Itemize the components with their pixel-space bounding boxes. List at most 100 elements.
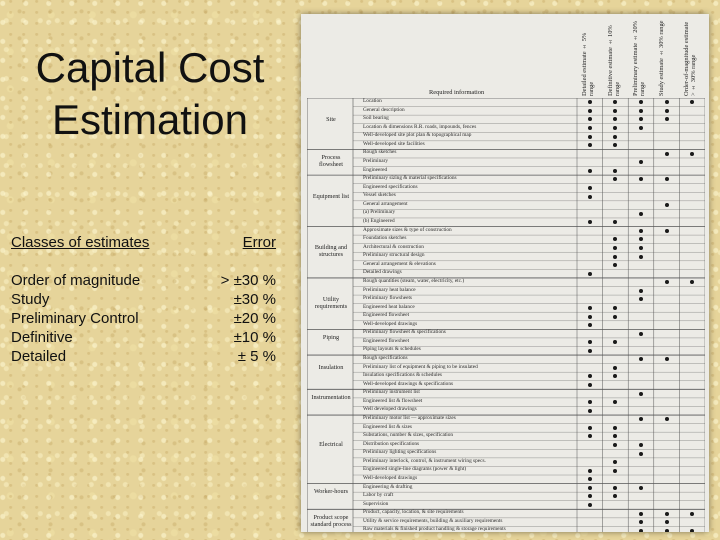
estimate-column-heading: Definitive estimate ± 10% range [606, 25, 621, 96]
required-dot [613, 125, 618, 130]
required-dot [613, 485, 618, 490]
category-label: Insulation [318, 364, 344, 372]
requirement-item: General description [363, 106, 405, 113]
required-dot [639, 443, 643, 448]
class-error: ±10 % [233, 329, 276, 346]
requirement-item: Location [363, 98, 382, 104]
classes-column: Classes of estimates Order of magnitude S… [11, 233, 149, 366]
requirement-item: Insulation specifications & schedules [363, 372, 442, 379]
required-dot [613, 177, 618, 182]
required-dot [664, 417, 669, 422]
slide-title: Capital Cost Estimation [35, 44, 265, 143]
required-dot [587, 185, 592, 190]
requirement-item: Preliminary flowsheets [363, 295, 412, 302]
error-list: > ±30 % ±30 % ±20 % ±10 % ± 5 % [200, 271, 276, 366]
required-dot [613, 340, 618, 345]
requirement-item: Engineering & drafting [363, 483, 413, 490]
category-label: Site [326, 115, 336, 123]
required-dot [639, 100, 643, 105]
required-dot [613, 168, 618, 173]
requirement-item: Well-developed site facilities [363, 140, 425, 147]
required-dot [613, 314, 618, 319]
required-dot [639, 485, 643, 490]
required-dot [664, 117, 669, 122]
requirement-item: Substations, number & sizes, specificati… [363, 432, 454, 439]
requirement-item: Well developed drawings [363, 406, 417, 413]
requirement-item: Preliminary lighting specifications [363, 449, 437, 456]
requirement-item: (a) Preliminary [363, 209, 396, 216]
required-dot [690, 151, 695, 156]
category-label: Equipment list [312, 192, 350, 200]
category-label: Process flowsheet [318, 154, 344, 169]
required-dot [664, 280, 669, 285]
required-dot [639, 528, 643, 532]
requirement-item: Engineered heat balance [363, 303, 415, 310]
required-dot [664, 203, 669, 208]
required-dot [587, 348, 592, 353]
required-dot [587, 125, 592, 130]
required-dot [639, 254, 643, 259]
required-dot [613, 365, 618, 370]
required-dot [664, 151, 669, 156]
required-dot [639, 288, 643, 293]
required-information-header: Required information [429, 89, 485, 96]
table-grid [307, 98, 705, 532]
requirement-item: Raw materials & finished product handlin… [363, 526, 506, 532]
estimate-column-heading: Order-of-magnitude estimate > ± 30% rang… [683, 21, 698, 96]
requirement-item: Architectural & construction [363, 243, 424, 250]
estimate-requirements-table-photo: Detailed estimate ± 5% range Definitive e… [301, 14, 709, 532]
required-dot [639, 331, 643, 336]
required-dot [613, 468, 618, 473]
category-label: Product scope standard process [310, 514, 352, 529]
requirement-item: Piping layouts & schedules [363, 346, 421, 353]
required-dot [613, 434, 618, 439]
class-name: Preliminary Control [11, 310, 139, 327]
category-label: Utility requirements [314, 295, 348, 310]
requirement-item: Product, capacity, location, & site requ… [363, 509, 464, 516]
requirement-item: Engineered [363, 166, 388, 173]
required-dot [613, 305, 618, 310]
requirement-item: Preliminary interlock, control, & instru… [363, 457, 486, 464]
required-dot [639, 520, 643, 525]
required-dot [664, 511, 669, 516]
estimate-column-heading: Study estimate ± 30% range [657, 20, 665, 96]
required-dot [587, 134, 592, 139]
requirement-item: Vessel sketches [363, 192, 396, 199]
required-dot [639, 245, 643, 250]
required-dot [587, 100, 592, 105]
required-dot [587, 271, 592, 276]
requirement-item: Preliminary motor list — approximate siz… [363, 415, 456, 422]
requirement-item: Preliminary instrument list [363, 389, 420, 396]
required-dot [664, 357, 669, 362]
required-dot [664, 520, 669, 525]
required-dot [639, 357, 643, 362]
requirement-item: Detailed drawings [363, 269, 402, 276]
requirement-item: Preliminary flowsheet & specifications [363, 329, 446, 336]
required-dot [664, 177, 669, 182]
error-column: Error > ±30 % ±30 % ±20 % ±10 % ± 5 % [200, 233, 276, 366]
class-name: Order of magnitude [11, 272, 141, 289]
required-dot [639, 391, 643, 396]
requirement-item: Labor by craft [363, 492, 394, 499]
required-dot [690, 280, 695, 285]
requirement-item: Engineered flowsheet [363, 312, 410, 319]
required-dot [639, 125, 643, 130]
requirement-item: Supervision [363, 500, 389, 507]
required-dot [587, 374, 592, 379]
requirements-table: Site Location General description Soil bear… [307, 98, 705, 532]
class-error: ±30 % [233, 291, 276, 308]
requirement-item: Rough quantities (steam, water, electric… [363, 277, 465, 284]
class-error: ±20 % [233, 310, 276, 327]
required-dot [613, 117, 618, 122]
requirement-item: Rough specifications [363, 355, 408, 362]
required-dot [587, 168, 592, 173]
category-label: Instrumentation [311, 394, 351, 402]
required-dot [639, 177, 643, 182]
required-dot [613, 134, 618, 139]
required-dot [613, 400, 618, 405]
required-dot [587, 108, 592, 113]
required-dot [587, 468, 592, 473]
requirement-item: Distribution specifications [363, 440, 420, 447]
requirement-item: Preliminary [363, 157, 389, 164]
error-header: Error [242, 234, 276, 251]
